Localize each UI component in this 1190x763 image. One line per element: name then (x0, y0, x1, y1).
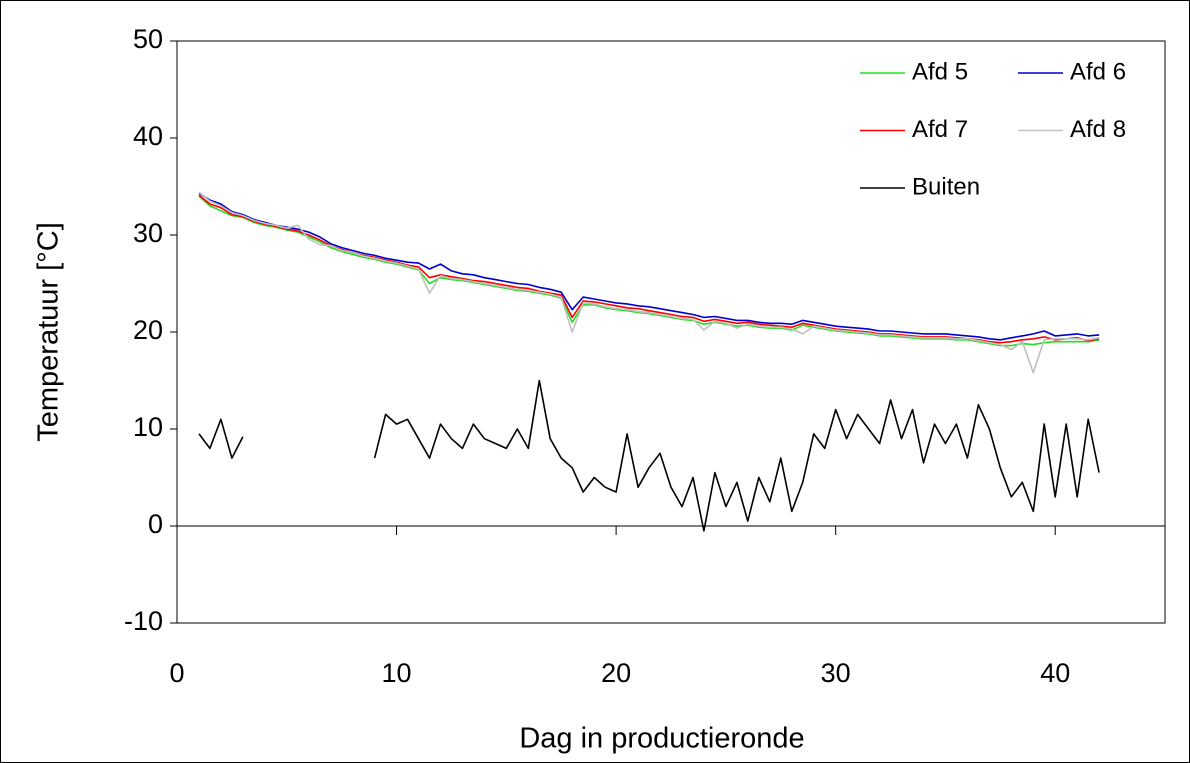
legend-label: Afd 6 (1070, 58, 1126, 85)
x-tick-label: 30 (821, 658, 851, 688)
series-line (198, 379, 1100, 532)
x-tick-label: 20 (601, 658, 631, 688)
y-tick-label: 40 (133, 121, 163, 151)
series-line (198, 191, 1100, 374)
legend-label: Afd 7 (912, 116, 968, 143)
x-axis-label: Dag in productieronde (519, 723, 804, 755)
legend-label: Buiten (912, 173, 980, 200)
series-line (198, 195, 1100, 347)
y-tick-label: -10 (124, 606, 163, 636)
x-tick-label: 10 (382, 658, 412, 688)
y-tick-label: 10 (133, 412, 163, 442)
y-tick-label: 20 (133, 315, 163, 345)
y-tick-label: 0 (148, 509, 163, 539)
x-tick-label: 40 (1040, 658, 1070, 688)
y-tick-label: 50 (133, 24, 163, 54)
legend-label: Afd 5 (912, 58, 968, 85)
x-tick-label: 0 (169, 658, 184, 688)
y-axis-label: Temperatuur [°C] (33, 222, 65, 442)
series-line (198, 192, 1100, 341)
legend-label: Afd 8 (1070, 116, 1126, 143)
y-tick-label: 30 (133, 218, 163, 248)
